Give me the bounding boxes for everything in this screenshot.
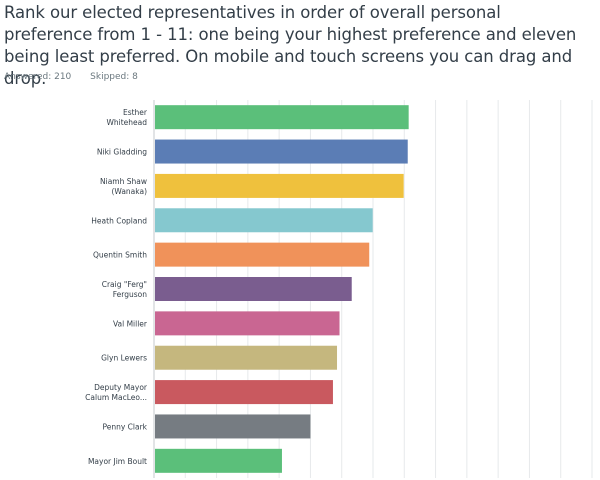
category-label: Mayor Jim Boult <box>88 457 147 466</box>
category-label: Glyn Lewers <box>101 354 147 363</box>
bar <box>155 311 340 336</box>
bar <box>155 173 404 198</box>
bar <box>155 105 409 130</box>
category-label: Penny Clark <box>102 422 147 431</box>
category-label: Esther Whitehead <box>106 108 147 127</box>
category-label: Val Miller <box>113 319 148 328</box>
bar <box>155 448 282 473</box>
bar <box>155 414 311 439</box>
bar <box>155 277 352 301</box>
category-label: Niki Gladding <box>97 148 147 157</box>
bar <box>155 139 408 164</box>
category-label: Deputy Mayor Calum MacLeo... <box>85 383 148 402</box>
bar <box>155 208 373 233</box>
category-label: Niamh Shaw (Wanaka) <box>100 177 147 196</box>
skipped-count: Skipped: 8 <box>90 72 138 82</box>
question-title: Rank our elected representatives in orde… <box>4 3 577 88</box>
category-label: Quentin Smith <box>93 251 147 260</box>
category-label: Heath Copland <box>91 216 147 225</box>
bar <box>155 380 333 405</box>
bar <box>155 242 370 267</box>
response-stats: Answered: 210 Skipped: 8 <box>4 72 154 82</box>
bar <box>155 345 338 370</box>
answered-count: Answered: 210 <box>4 72 72 82</box>
category-label: Craig "Ferg" Ferguson <box>102 280 148 299</box>
